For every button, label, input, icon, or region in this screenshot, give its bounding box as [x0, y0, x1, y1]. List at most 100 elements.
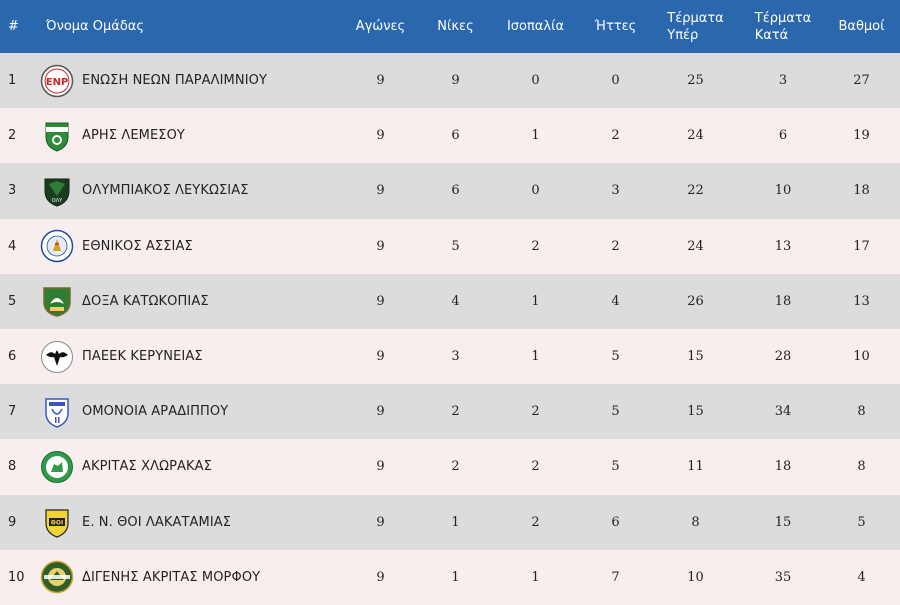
- played-cell: 9: [376, 404, 385, 420]
- losses-cell: 3: [611, 183, 620, 199]
- draws-cell: 1: [531, 128, 540, 144]
- team-name[interactable]: Ε. Ν. ΘΟΙ ΛΑΚΑΤΑΜΙΑΣ: [82, 514, 232, 530]
- position-cell: 4: [8, 238, 17, 254]
- played-cell: 9: [376, 349, 385, 365]
- goals-against-cell: 10: [774, 183, 792, 199]
- header-goals-against-line2: Κατά: [754, 27, 789, 43]
- team-cell[interactable]: ΘΟΙ Ε. Ν. ΘΟΙ ΛΑΚΑΤΑΜΙΑΣ: [38, 495, 338, 550]
- table-row[interactable]: 8 ΑΚΡΙΤΑΣ ΧΛΩΡΑΚΑΣ 9 2 2 5 11 18 8: [0, 439, 900, 495]
- team-cell[interactable]: ΕΘΝΙΚΟΣ ΑΣΣΙΑΣ: [38, 219, 338, 274]
- played-cell: 9: [376, 183, 385, 199]
- team-name[interactable]: ΠΑΕΕΚ ΚΕΡΥΝΕΙΑΣ: [82, 349, 203, 365]
- points-cell: 8: [857, 404, 866, 420]
- table-row[interactable]: 4 ΕΘΝΙΚΟΣ ΑΣΣΙΑΣ 9 5 2 2 24 13 17: [0, 218, 900, 274]
- position-cell: 3: [8, 183, 17, 199]
- table-row[interactable]: 10 ΔΙΓΕΝΗΣ ΑΚΡΙΤΑΣ ΜΟΡΦΟΥ 9 1 1 7 10 35 4: [0, 549, 900, 605]
- team-name[interactable]: ΑΡΗΣ ΛΕΜΕΣΟΥ: [82, 128, 185, 144]
- table-row[interactable]: 3 ΟΛΥ ΟΛΥΜΠΙΑΚΟΣ ΛΕΥΚΩΣΙΑΣ 9 6 0 3 22 10 18: [0, 163, 900, 219]
- wins-cell: 9: [451, 73, 460, 89]
- team-name[interactable]: ΟΛΥΜΠΙΑΚΟΣ ΛΕΥΚΩΣΙΑΣ: [82, 183, 249, 199]
- losses-cell: 4: [611, 293, 620, 309]
- table-row[interactable]: 9 ΘΟΙ Ε. Ν. ΘΟΙ ΛΑΚΑΤΑΜΙΑΣ 9 1 2 6 8 15 5: [0, 494, 900, 550]
- losses-cell: 6: [611, 514, 620, 530]
- team-cell[interactable]: ΟΜΟΝΟΙΑ ΑΡΑΔΙΠΠΟΥ: [38, 384, 338, 439]
- svg-text:ΟΛΥ: ΟΛΥ: [52, 198, 63, 204]
- goals-against-cell: 35: [774, 569, 792, 585]
- table-row[interactable]: 7 ΟΜΟΝΟΙΑ ΑΡΑΔΙΠΠΟΥ 9 2 2 5 15 34 8: [0, 384, 900, 440]
- table-row[interactable]: 2 ΑΡΗΣ ΛΕΜΕΣΟΥ 9 6 1 2 24 6 19: [0, 108, 900, 164]
- losses-cell: 5: [611, 459, 620, 475]
- header-played[interactable]: Αγώνες: [355, 19, 406, 34]
- team-name[interactable]: ΔΟΞΑ ΚΑΤΩΚΟΠΙΑΣ: [82, 293, 209, 309]
- enp-crest-icon: ENP: [40, 64, 74, 98]
- table-row[interactable]: 6 ΠΑΕΕΚ ΚΕΡΥΝΕΙΑΣ 9 3 1 5 15 28 10: [0, 328, 900, 385]
- header-position[interactable]: #: [8, 19, 19, 34]
- team-name[interactable]: ΟΜΟΝΟΙΑ ΑΡΑΔΙΠΠΟΥ: [82, 404, 229, 420]
- position-cell: 5: [8, 293, 17, 309]
- draws-cell: 2: [531, 404, 540, 420]
- team-cell[interactable]: ΔΙΓΕΝΗΣ ΑΚΡΙΤΑΣ ΜΟΡΦΟΥ: [38, 550, 338, 605]
- header-goals-for-line1: Τέρματα: [667, 10, 724, 26]
- played-cell: 9: [376, 293, 385, 309]
- goals-for-cell: 15: [687, 349, 704, 365]
- team-cell[interactable]: ΟΛΥ ΟΛΥΜΠΙΑΚΟΣ ΛΕΥΚΩΣΙΑΣ: [38, 163, 338, 218]
- header-goals-for-line2: Υπέρ: [667, 27, 699, 43]
- draws-cell: 2: [531, 459, 540, 475]
- position-cell: 7: [8, 404, 17, 420]
- played-cell: 9: [376, 73, 385, 89]
- header-points[interactable]: Βαθμοί: [838, 19, 885, 34]
- goals-for-cell: 11: [687, 459, 704, 475]
- draws-cell: 1: [531, 569, 540, 585]
- played-cell: 9: [376, 569, 385, 585]
- goals-for-cell: 24: [687, 238, 704, 254]
- draws-cell: 0: [531, 73, 540, 89]
- position-cell: 8: [8, 459, 17, 475]
- team-cell[interactable]: ΑΚΡΙΤΑΣ ΧΛΩΡΑΚΑΣ: [38, 439, 338, 494]
- team-name[interactable]: ΑΚΡΙΤΑΣ ΧΛΩΡΑΚΑΣ: [82, 459, 212, 475]
- goals-for-cell: 10: [687, 569, 704, 585]
- header-goals-against[interactable]: Τέρματα Κατά: [743, 0, 823, 53]
- table-row[interactable]: 5 ΔΟΞΑ ΚΑΤΩΚΟΠΙΑΣ 9 4 1 4 26 18 13: [0, 273, 900, 329]
- draws-cell: 2: [531, 238, 540, 254]
- team-name[interactable]: ΕΘΝΙΚΟΣ ΑΣΣΙΑΣ: [82, 238, 193, 254]
- draws-cell: 0: [531, 183, 540, 199]
- olympiakos-crest-icon: ΟΛΥ: [40, 174, 74, 208]
- svg-text:ΘΟΙ: ΘΟΙ: [51, 520, 63, 527]
- paeek-crest-icon: [40, 340, 74, 374]
- position-cell: 2: [8, 128, 17, 144]
- goals-against-cell: 6: [778, 128, 788, 144]
- losses-cell: 5: [611, 349, 620, 365]
- played-cell: 9: [376, 238, 385, 254]
- wins-cell: 2: [451, 404, 460, 420]
- header-wins[interactable]: Νίκες: [437, 19, 474, 34]
- draws-cell: 1: [531, 293, 540, 309]
- team-cell[interactable]: ΔΟΞΑ ΚΑΤΩΚΟΠΙΑΣ: [38, 274, 338, 329]
- goals-for-cell: 25: [687, 73, 704, 89]
- points-cell: 13: [853, 293, 870, 309]
- draws-cell: 2: [531, 514, 540, 530]
- position-cell: 6: [8, 349, 17, 365]
- akritas-crest-icon: [40, 450, 74, 484]
- goals-for-cell: 8: [691, 514, 700, 530]
- wins-cell: 6: [451, 183, 460, 199]
- team-name[interactable]: ΕΝΩΣΗ ΝΕΩΝ ΠΑΡΑΛΙΜΝΙΟΥ: [82, 73, 267, 89]
- header-draws[interactable]: Ισοπαλία: [506, 19, 565, 34]
- wins-cell: 2: [451, 459, 460, 475]
- position-cell: 10: [8, 569, 25, 585]
- header-goals-for[interactable]: Τέρματα Υπέρ: [648, 0, 743, 53]
- draws-cell: 1: [531, 349, 540, 365]
- team-cell[interactable]: ΑΡΗΣ ΛΕΜΕΣΟΥ: [38, 108, 338, 163]
- ethnikos-crest-icon: [40, 229, 74, 263]
- team-cell[interactable]: ΠΑΕΕΚ ΚΕΡΥΝΕΙΑΣ: [38, 329, 338, 384]
- header-team-name[interactable]: Όνομα Ομάδας: [46, 19, 144, 34]
- wins-cell: 6: [451, 128, 460, 144]
- played-cell: 9: [376, 128, 385, 144]
- team-name[interactable]: ΔΙΓΕΝΗΣ ΑΚΡΙΤΑΣ ΜΟΡΦΟΥ: [82, 569, 261, 585]
- goals-for-cell: 24: [687, 128, 704, 144]
- losses-cell: 7: [611, 569, 620, 585]
- table-row[interactable]: 1 ENP ΕΝΩΣΗ ΝΕΩΝ ΠΑΡΑΛΙΜΝΙΟΥ 9 9 0 0 25 3 27: [0, 53, 900, 109]
- goals-for-cell: 15: [687, 404, 704, 420]
- team-cell[interactable]: ENP ΕΝΩΣΗ ΝΕΩΝ ΠΑΡΑΛΙΜΝΙΟΥ: [38, 53, 338, 108]
- header-losses[interactable]: Ήττες: [594, 19, 637, 34]
